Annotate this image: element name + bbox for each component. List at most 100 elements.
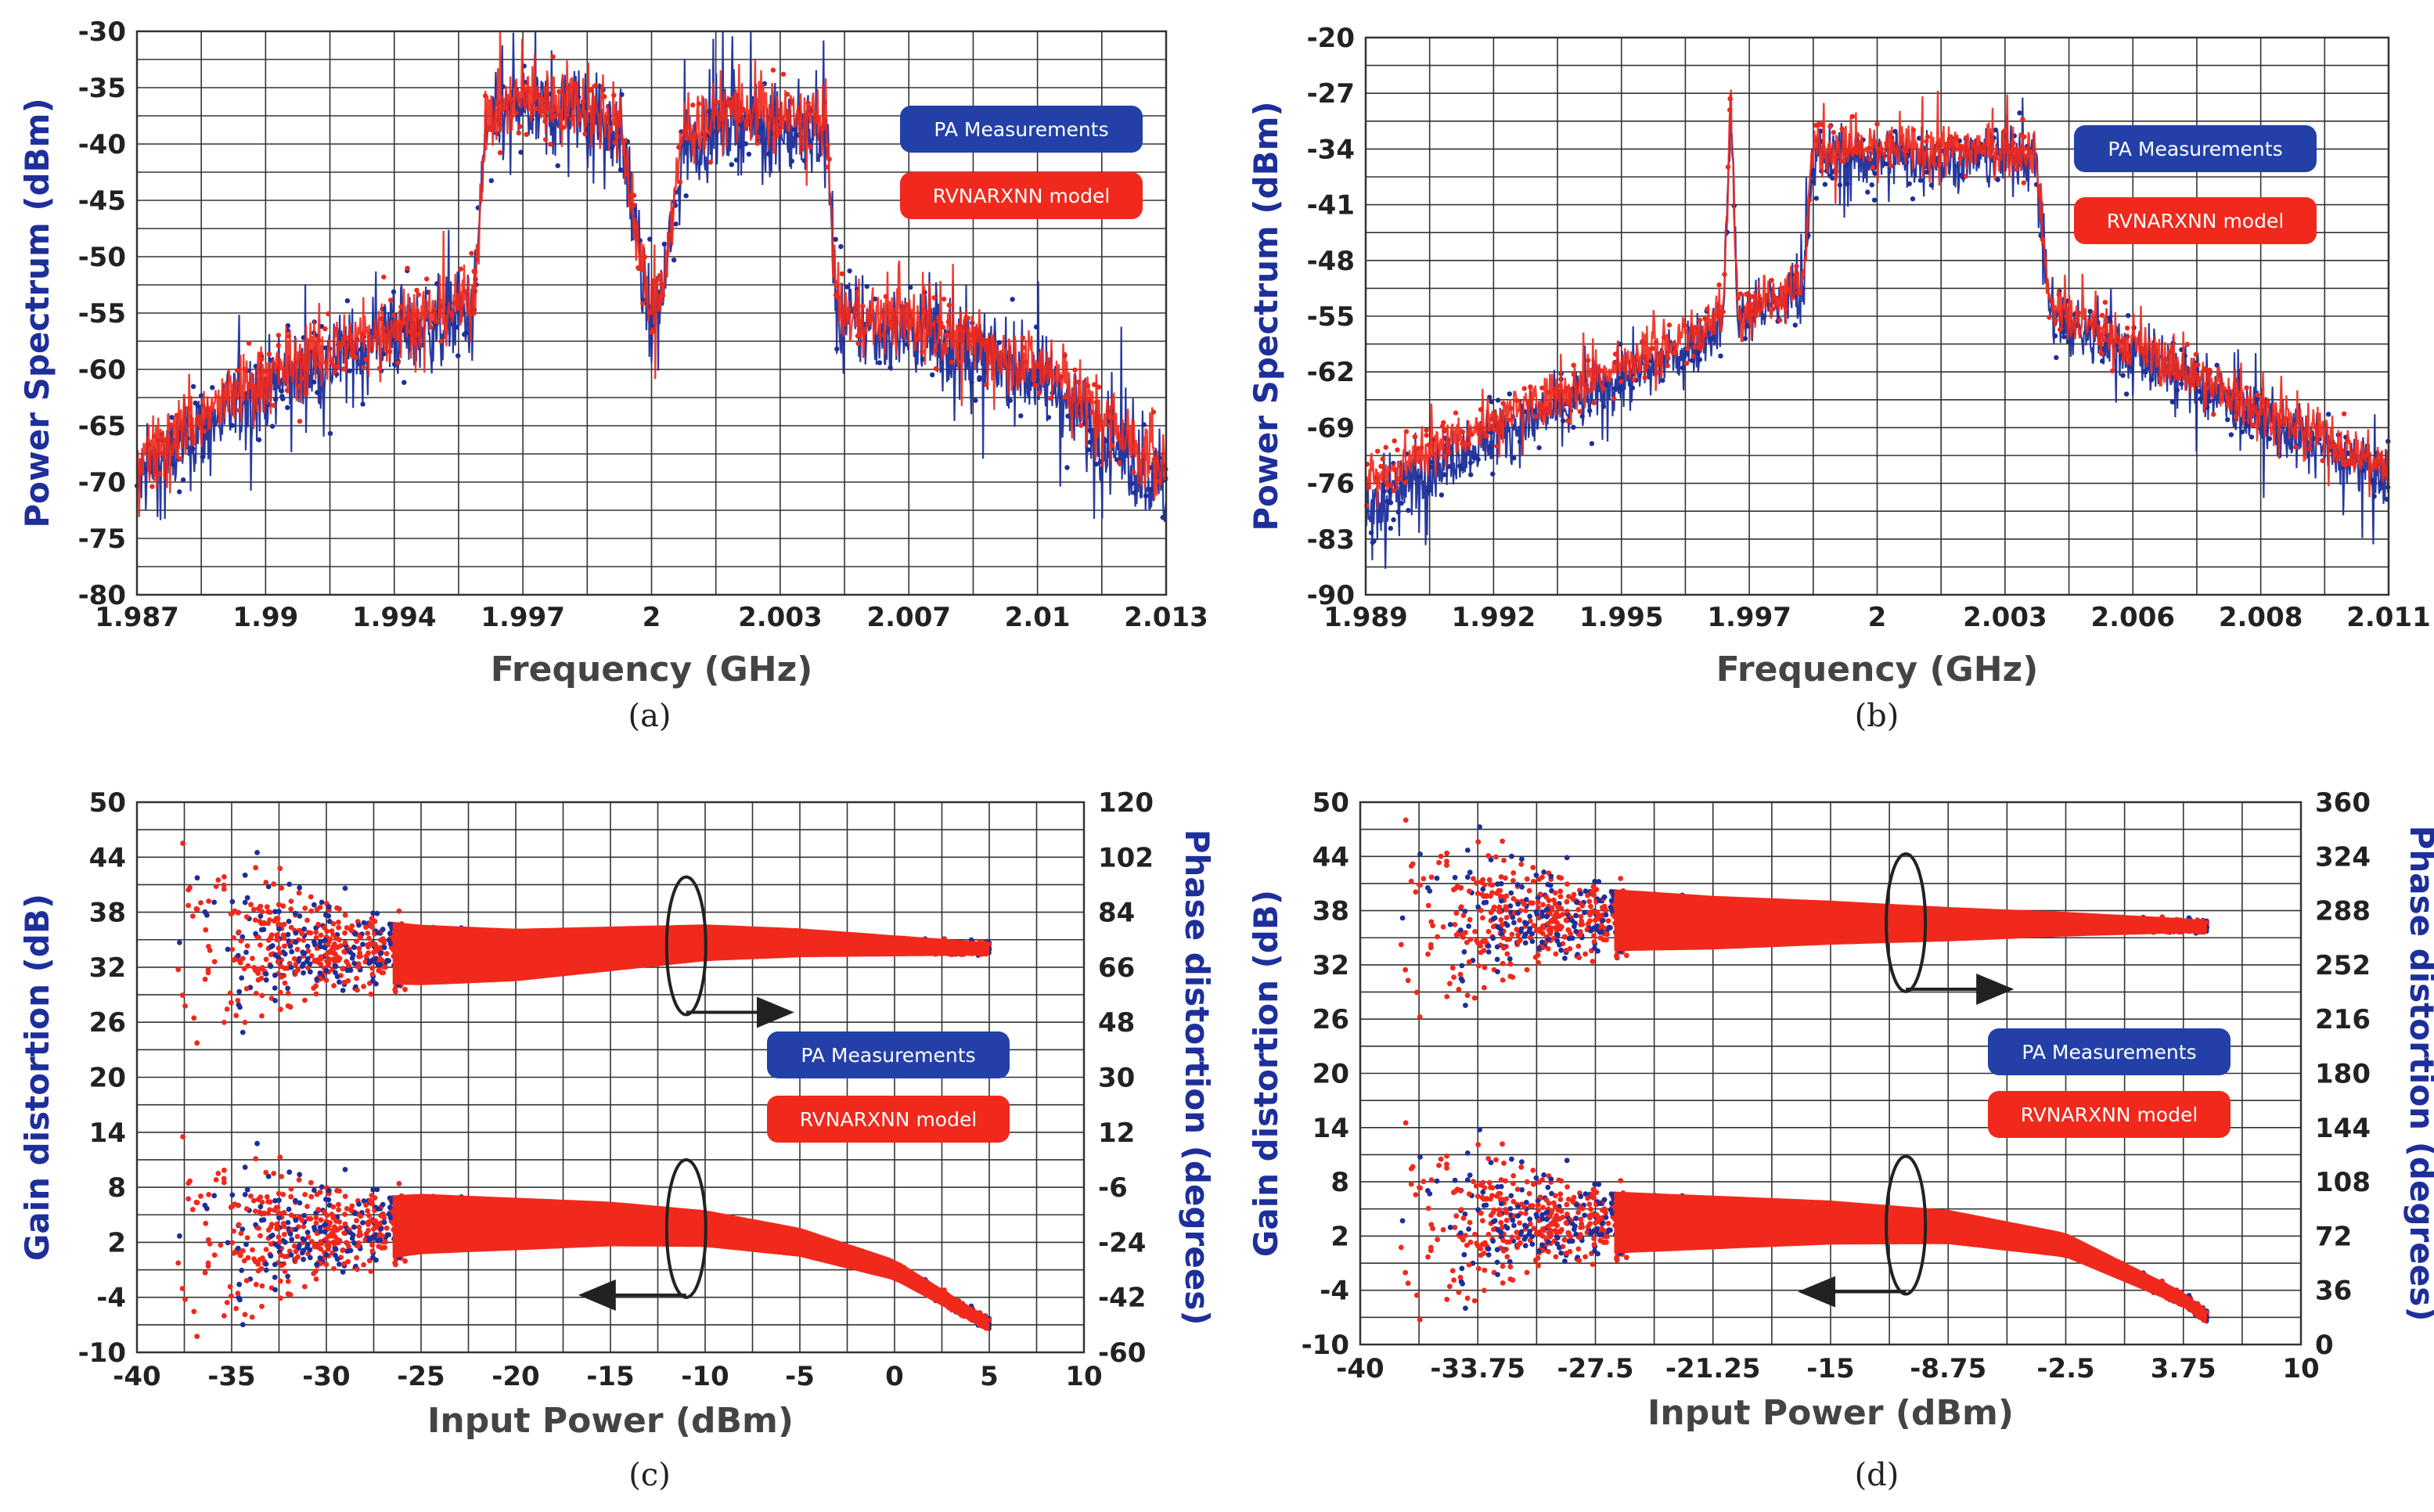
data-point (1107, 423, 1113, 429)
data-point (1388, 483, 1394, 488)
data-point (2100, 358, 2105, 364)
data-point (358, 347, 364, 352)
data-point (1511, 455, 1517, 461)
data-point (1712, 312, 1718, 319)
data-point (609, 145, 615, 150)
data-point (1618, 375, 1624, 380)
data-point (1744, 291, 1749, 297)
x-tick-label: 2.006 (2090, 602, 2175, 633)
scatter-point (311, 902, 317, 908)
data-point (174, 412, 180, 418)
y-tick-label: -75 (78, 524, 126, 555)
y-tick-label: -55 (78, 298, 126, 329)
data-point (2162, 356, 2169, 362)
data-point (2124, 326, 2130, 331)
data-point (684, 135, 690, 142)
scatter-point (258, 975, 265, 981)
data-point (2233, 414, 2238, 419)
data-point (1742, 336, 1748, 341)
scatter-point (272, 998, 278, 1003)
data-point (1533, 414, 1539, 419)
data-point (1062, 394, 1068, 400)
data-point (509, 113, 515, 119)
scatter-point (261, 927, 267, 933)
scatter-point (355, 987, 360, 993)
data-point (497, 149, 503, 156)
scatter-point (253, 865, 259, 871)
data-point (293, 359, 300, 365)
data-point (2169, 399, 2176, 405)
data-point (729, 162, 734, 167)
x-axis-title: Frequency (GHz) (1716, 650, 2039, 689)
data-point (1910, 196, 1916, 202)
data-point (1402, 480, 1408, 485)
data-point (826, 157, 832, 162)
data-point (2061, 334, 2067, 340)
data-point (1672, 350, 1677, 355)
data-point (1507, 417, 1512, 423)
data-point (1471, 455, 1478, 461)
data-point (2097, 332, 2104, 337)
data-point (703, 136, 708, 142)
scatter-point (244, 943, 250, 949)
data-point (279, 388, 284, 394)
data-point (1391, 488, 1397, 494)
scatter-point (285, 1003, 291, 1009)
scatter-point (369, 965, 375, 971)
data-point (2313, 424, 2318, 430)
scatter-point (342, 912, 348, 918)
data-point (2277, 422, 2282, 427)
scatter-point (317, 970, 323, 976)
data-point (340, 340, 346, 347)
data-point (172, 443, 178, 449)
scatter-point (252, 917, 258, 923)
data-point (676, 144, 682, 150)
data-point (2013, 167, 2019, 172)
scatter-point (365, 931, 371, 936)
data-point (2002, 128, 2007, 134)
data-point (1629, 385, 1636, 391)
data-point (225, 394, 230, 399)
data-point (640, 301, 646, 307)
data-point (149, 484, 155, 489)
data-point (1419, 445, 1424, 451)
data-point (565, 86, 571, 92)
data-point (508, 96, 513, 102)
data-point (2239, 429, 2245, 434)
data-point (1560, 418, 1566, 423)
data-point (438, 339, 444, 344)
scatter-point (211, 959, 218, 965)
data-point (1917, 178, 1924, 183)
data-point (1720, 309, 1726, 315)
x-tick-label: 1.997 (1707, 602, 1791, 633)
scatter-point (323, 967, 329, 974)
data-point (766, 151, 772, 157)
data-point (1666, 322, 1672, 328)
y-tick-label: -62 (1307, 357, 1355, 388)
scatter-point (308, 969, 313, 975)
scatter-point (277, 989, 283, 995)
data-point (1116, 460, 1122, 466)
data-point (1662, 334, 1667, 340)
scatter-point (182, 1003, 188, 1009)
data-point (1453, 410, 1459, 416)
data-point (1375, 448, 1381, 454)
data-point (825, 142, 830, 148)
data-point (538, 110, 543, 115)
data-point (1785, 286, 1791, 291)
scatter-point (277, 950, 283, 956)
data-point (1653, 340, 1659, 345)
data-point (1387, 488, 1392, 495)
data-point (1690, 353, 1696, 359)
data-point (1827, 173, 1833, 178)
scatter-point (281, 935, 287, 941)
data-point (655, 277, 661, 283)
scatter-point (213, 884, 219, 889)
data-point (1777, 318, 1783, 323)
data-point (2017, 110, 2022, 116)
data-point (195, 403, 200, 409)
data-point (1467, 460, 1474, 466)
data-point (1810, 167, 1816, 173)
data-point (412, 312, 419, 318)
data-point (1129, 481, 1135, 486)
